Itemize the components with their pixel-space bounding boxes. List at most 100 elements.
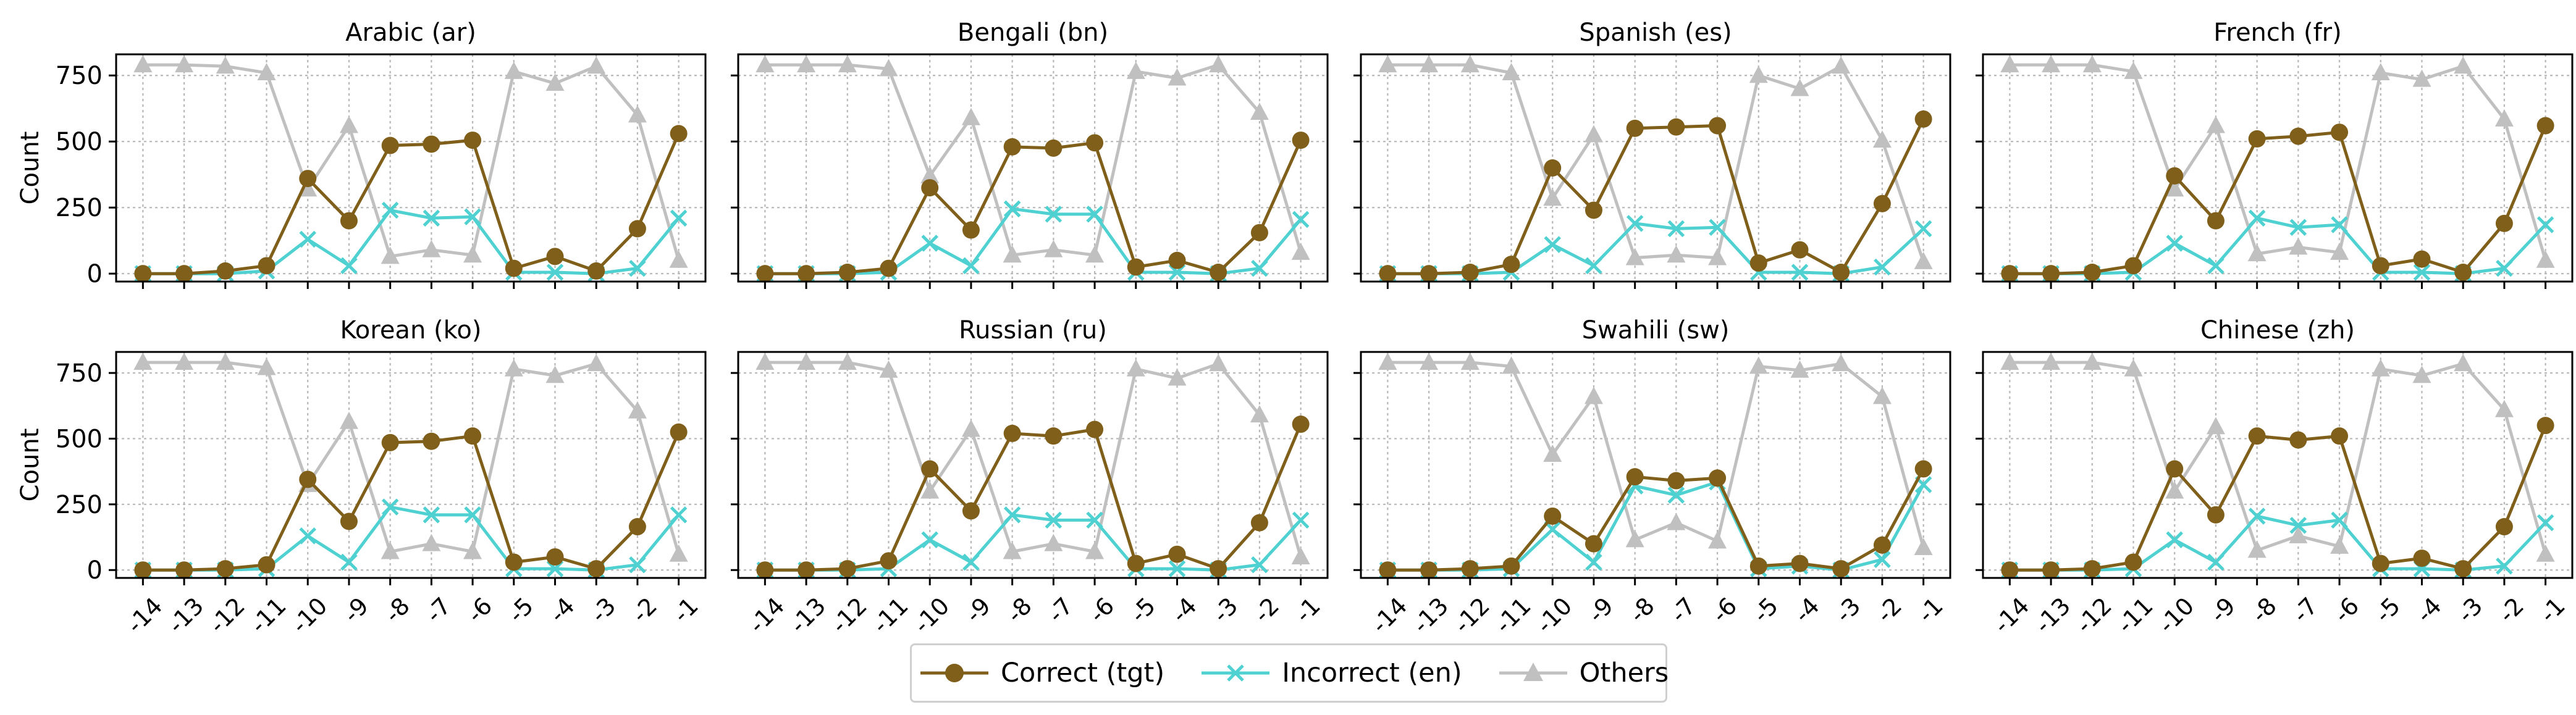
point-others: [879, 59, 898, 77]
point-others: [1250, 405, 1269, 423]
point-others: [1044, 533, 1063, 551]
point-others: [381, 541, 400, 559]
panel-title: French (fr): [2213, 19, 2341, 47]
point-correct-tgt: [2372, 257, 2389, 275]
point-correct-tgt: [1832, 264, 1850, 282]
y-tick-label: 250: [56, 194, 103, 222]
x-tick-label: -2: [2493, 592, 2529, 628]
point-others: [545, 366, 565, 383]
point-correct-tgt: [2495, 518, 2513, 536]
x-tick-label: -4: [1789, 592, 1825, 628]
series-line-others: [2010, 361, 2548, 555]
point-others: [1460, 55, 1480, 73]
x-tick-label: -5: [1125, 592, 1161, 628]
point-incorrect-en: [1003, 200, 1021, 218]
point-others: [1872, 387, 1892, 404]
y-tick-label: 750: [56, 62, 103, 90]
x-tick-label: -5: [2370, 592, 2406, 628]
point-correct-tgt: [2248, 130, 2266, 148]
point-others: [257, 62, 276, 80]
point-correct-tgt: [1914, 110, 1932, 128]
point-incorrect-en: [1874, 258, 1891, 276]
point-others: [961, 107, 980, 125]
point-others: [339, 115, 358, 133]
point-correct-tgt: [1544, 507, 1562, 525]
point-correct-tgt: [1250, 224, 1268, 241]
point-others: [920, 481, 940, 499]
point-others: [920, 165, 940, 183]
point-correct-tgt: [2331, 123, 2349, 141]
point-correct-tgt: [1791, 241, 1809, 259]
x-tick-label: -11: [1490, 592, 1536, 638]
point-correct-tgt: [299, 470, 317, 488]
point-correct-tgt: [587, 560, 605, 578]
panel-french-fr: French (fr): [1976, 19, 2574, 289]
point-others: [2165, 481, 2184, 499]
series-line-correct-tgt: [1387, 118, 1925, 275]
point-correct-tgt: [2042, 265, 2060, 283]
point-correct-tgt: [134, 265, 152, 283]
point-correct-tgt: [1873, 536, 1891, 554]
point-correct-tgt: [670, 125, 688, 143]
point-correct-tgt: [505, 259, 523, 277]
point-others: [1378, 55, 1397, 73]
x-tick-label: -14: [122, 592, 168, 638]
point-incorrect-en: [962, 553, 980, 571]
point-correct-tgt: [2166, 167, 2184, 185]
point-correct-tgt: [299, 170, 317, 188]
point-correct-tgt: [838, 560, 856, 578]
point-correct-tgt: [2083, 560, 2101, 578]
series-line-incorrect-en: [1387, 480, 1925, 572]
panel-title: Russian (ru): [959, 316, 1107, 345]
point-others: [1625, 248, 1644, 266]
y-tick-label: 500: [56, 425, 103, 453]
point-others: [1708, 531, 1727, 549]
y-tick-label: 250: [56, 491, 103, 519]
point-correct-tgt: [628, 220, 646, 238]
point-others: [2206, 115, 2225, 133]
point-incorrect-en: [381, 201, 399, 219]
panel-title: Arabic (ar): [345, 19, 476, 47]
point-others: [1460, 353, 1480, 370]
point-incorrect-en: [1709, 219, 1726, 236]
point-correct-tgt: [1210, 560, 1227, 578]
point-correct-tgt: [1045, 427, 1063, 445]
x-tick-label: -2: [626, 592, 662, 628]
point-correct-tgt: [216, 560, 234, 578]
point-others: [1250, 102, 1269, 120]
panel-spanish-es: Spanish (es): [1353, 19, 1951, 289]
point-correct-tgt: [962, 502, 980, 520]
x-tick-label: -11: [245, 592, 292, 638]
point-incorrect-en: [1292, 211, 1310, 228]
point-correct-tgt: [1003, 138, 1021, 156]
point-incorrect-en: [1086, 206, 1103, 223]
point-others: [1209, 55, 1228, 73]
point-incorrect-en: [2207, 257, 2225, 275]
y-tick-label: 500: [56, 128, 103, 156]
point-others: [1126, 359, 1145, 377]
point-incorrect-en: [2536, 216, 2554, 233]
point-others: [2536, 544, 2555, 562]
point-incorrect-en: [299, 527, 316, 545]
point-correct-tgt: [1502, 256, 1520, 274]
x-tick-label: -7: [1665, 592, 1701, 628]
x-tick-label: -1: [1913, 592, 1948, 628]
point-correct-tgt: [880, 259, 898, 277]
point-incorrect-en: [423, 506, 440, 524]
legend-label-incorrect: Incorrect (en): [1282, 658, 1462, 688]
point-others: [216, 353, 235, 370]
series-line-others: [1387, 361, 1926, 548]
point-correct-tgt: [1709, 117, 1727, 135]
point-others: [1003, 541, 1022, 559]
x-tick-label: -5: [1748, 592, 1783, 628]
point-incorrect-en: [670, 209, 688, 227]
x-tick-label: -11: [2112, 592, 2158, 638]
y-axis-label: Count: [16, 429, 44, 502]
point-correct-tgt: [1045, 139, 1063, 157]
point-others: [1790, 360, 1809, 378]
point-incorrect-en: [670, 506, 688, 524]
x-tick-label: -12: [826, 592, 872, 638]
point-others: [504, 61, 523, 79]
point-correct-tgt: [1127, 258, 1145, 276]
x-tick-label: -9: [1583, 592, 1618, 628]
